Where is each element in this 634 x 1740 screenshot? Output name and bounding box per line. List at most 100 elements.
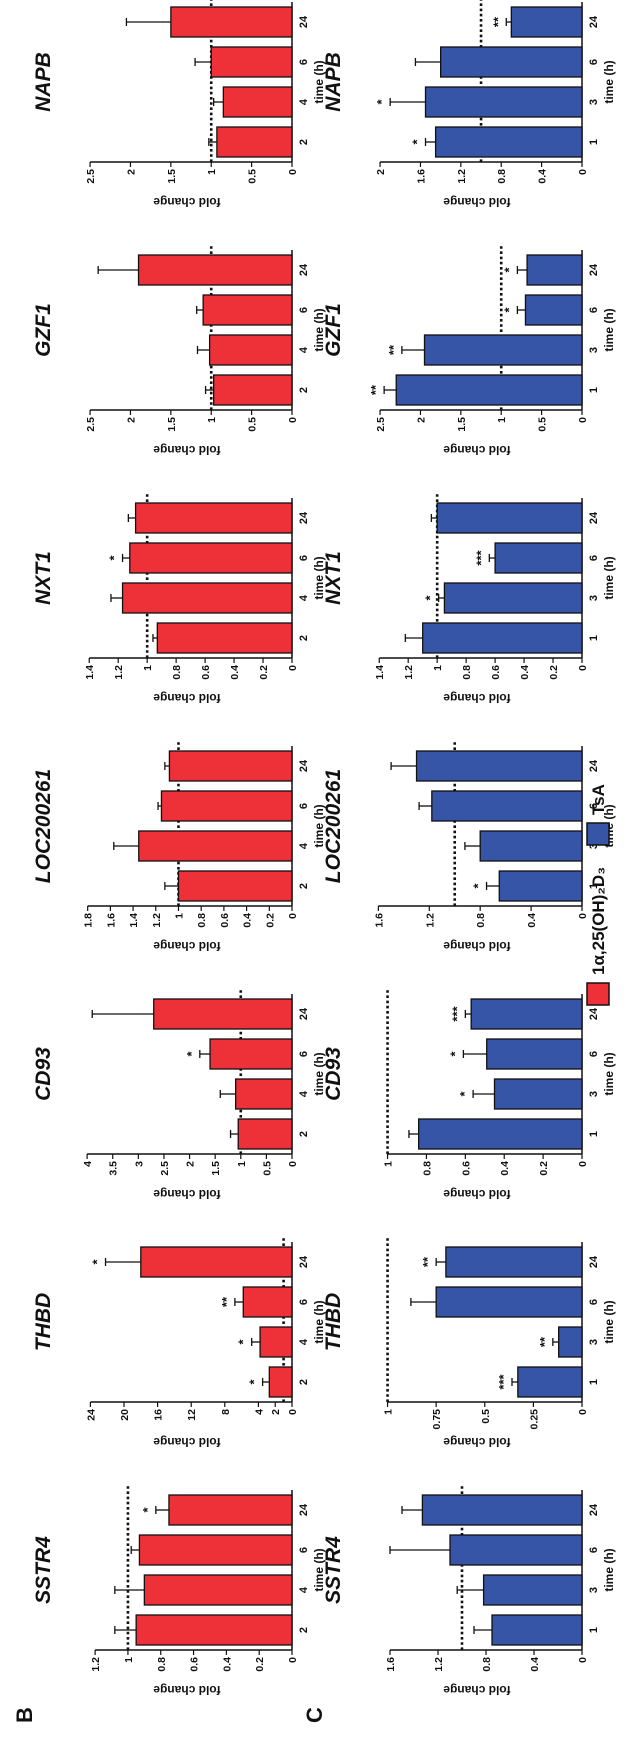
x-tick-label: 4 (298, 346, 310, 353)
x-tick-label: 6 (298, 803, 310, 809)
x-axis-label: time (h) (312, 556, 326, 599)
significance-label: * (236, 1339, 251, 1345)
y-tick-label: 1 (173, 913, 185, 919)
bar (493, 1078, 583, 1110)
y-tick-label: 2 (375, 169, 387, 175)
y-tick-label: 1 (206, 417, 218, 423)
bar (482, 1574, 583, 1606)
significance-label: ** (420, 1256, 435, 1267)
y-axis-label: fold change (443, 443, 511, 457)
bar (134, 502, 293, 534)
y-tick-label: 0 (287, 1657, 299, 1663)
bar (168, 1494, 293, 1526)
y-tick-label: 0.4 (519, 665, 531, 680)
bar (435, 1286, 583, 1318)
significance-label: * (107, 555, 122, 561)
y-tick-label: 0.4 (229, 665, 241, 680)
y-tick-label: 1.4 (84, 665, 96, 680)
y-tick-label: 1.6 (105, 913, 117, 928)
x-tick-label: 6 (298, 307, 310, 313)
x-tick-label: 4 (298, 842, 310, 849)
bar (222, 86, 293, 118)
x-tick-label: 1 (588, 1379, 600, 1385)
y-tick-label: 8 (220, 1409, 232, 1415)
chart-c-napb: NAPB 0 0.4 0.8 1.2 1.6 2 fold change * 1 * 3 6 ** 24 ti… (322, 0, 616, 209)
y-tick-label: 0.8 (421, 1161, 433, 1176)
x-tick-label: 2 (298, 635, 310, 641)
bar (237, 1118, 293, 1150)
y-tick-label: 2.5 (375, 417, 387, 432)
x-tick-label: 6 (588, 307, 600, 313)
x-tick-label: 2 (298, 139, 310, 145)
gene-title: SSTR4 (32, 1536, 55, 1604)
x-tick-label: 2 (298, 1379, 310, 1385)
y-tick-label: 1 (236, 1161, 248, 1167)
y-tick-label: 1.2 (424, 913, 436, 928)
y-tick-label: 24 (85, 1409, 97, 1421)
significance-label: * (184, 1051, 199, 1057)
y-tick-label: 0.2 (264, 913, 276, 928)
y-tick-label: 1 (432, 665, 444, 671)
y-tick-label: 1 (383, 1161, 395, 1167)
significance-label: ** (368, 384, 383, 395)
y-tick-label: 0 (287, 913, 299, 919)
y-tick-label: 0 (577, 1161, 589, 1167)
x-tick-label: 6 (298, 555, 310, 561)
x-tick-label: 6 (588, 1299, 600, 1305)
significance-label: *** (449, 1005, 464, 1021)
chart-b-loc200261: LOC200261 0 0.2 0.4 0.6 0.8 1 1.2 1.4 1.6 1.8 fold … (32, 742, 326, 953)
chart-c-sstr4: SSTR4 0 0.4 0.8 1.2 1.6 fold change 1 3 6 24 time (… (322, 1486, 616, 1697)
y-axis-label: fold change (153, 939, 221, 953)
x-tick-label: 3 (588, 595, 600, 601)
y-tick-label: 0.75 (431, 1409, 443, 1430)
bar (170, 6, 293, 38)
y-tick-label: 0.25 (528, 1409, 540, 1430)
y-tick-label: 0.4 (529, 1657, 541, 1672)
gene-title: THBD (322, 1293, 345, 1351)
significance-label: * (410, 139, 425, 145)
significance-label: * (374, 99, 389, 105)
y-tick-label: 1.4 (128, 913, 140, 928)
bar (421, 1494, 583, 1526)
significance-label: * (140, 1507, 155, 1513)
y-axis-label: fold change (153, 1435, 221, 1449)
y-tick-label: 0 (287, 1161, 299, 1167)
significance-label: ** (386, 344, 401, 355)
x-tick-label: 2 (298, 387, 310, 393)
bar (138, 830, 293, 862)
y-tick-label: 1.2 (113, 665, 125, 680)
bar (524, 294, 583, 326)
x-tick-label: 6 (298, 1547, 310, 1553)
bar (491, 1614, 583, 1646)
x-tick-label: 4 (298, 98, 310, 105)
bar (440, 46, 583, 78)
bar (208, 334, 293, 366)
bar (135, 1614, 293, 1646)
legend-swatch-calcitriol (586, 982, 610, 1006)
y-tick-label: 0.4 (526, 913, 538, 928)
significance-label: * (457, 1091, 472, 1097)
legend-swatch-tsa (586, 822, 610, 846)
x-tick-label: 3 (588, 347, 600, 353)
bar (479, 830, 583, 862)
bar (418, 1118, 583, 1150)
bar (494, 542, 583, 574)
significance-label: * (501, 307, 516, 313)
x-tick-label: 6 (298, 1299, 310, 1305)
y-tick-label: 12 (186, 1409, 198, 1421)
y-tick-label: 0.2 (258, 665, 270, 680)
gene-title: GZF1 (322, 303, 345, 357)
y-tick-label: 1.6 (385, 1657, 397, 1672)
x-tick-label: 24 (588, 263, 600, 276)
x-tick-label: 24 (298, 15, 310, 28)
x-tick-label: 6 (298, 1051, 310, 1057)
x-tick-label: 24 (298, 759, 310, 772)
legend-label-calcitriol: 1α,25(OH)₂D₃ (589, 867, 608, 975)
x-axis-label: time (h) (312, 1052, 326, 1095)
y-tick-label: 0.6 (200, 665, 212, 680)
gene-title: NAPB (322, 52, 345, 112)
